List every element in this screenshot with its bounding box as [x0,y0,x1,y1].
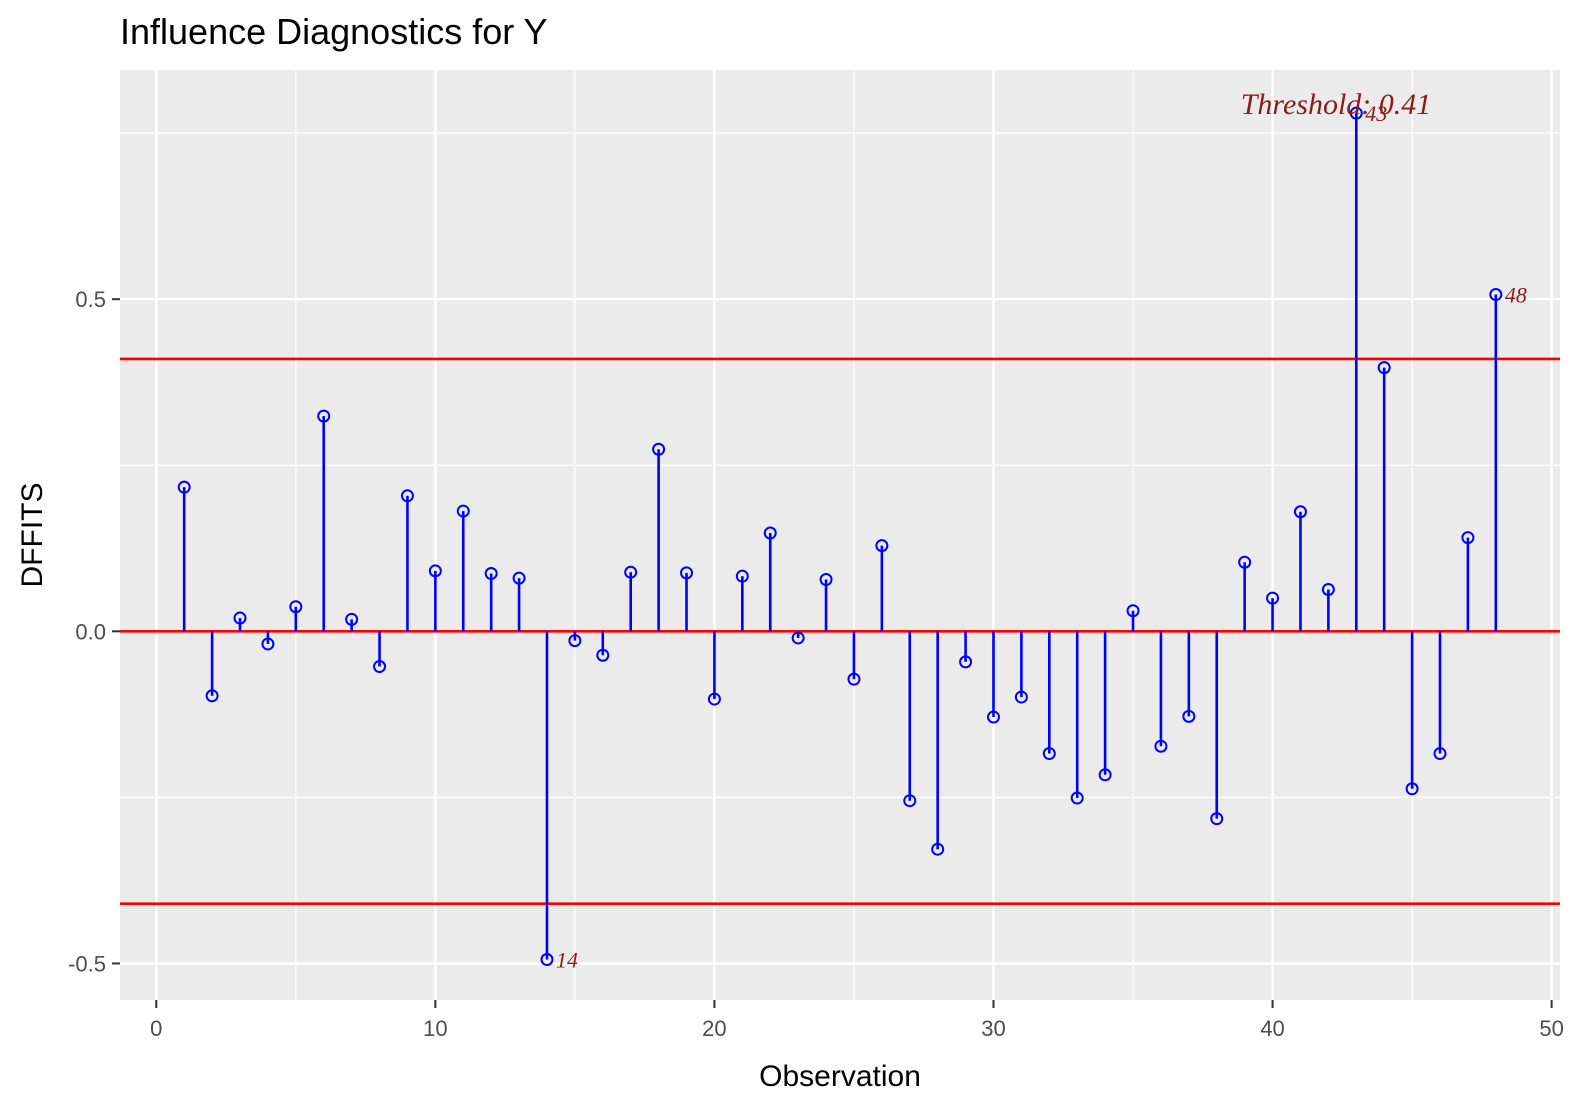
data-point [763,526,777,540]
data-point [1126,604,1140,618]
major-gridlines [120,70,1560,1000]
x-axis: 0 10 20 30 40 50 [150,1000,1564,1041]
data-point [484,567,498,581]
data-point [680,566,694,580]
data-point [1098,768,1112,782]
data-point [1349,106,1363,120]
data-point [205,689,219,703]
point-label: 14 [556,947,578,972]
data-point [1210,812,1224,826]
data-point [1489,288,1503,302]
data-point [931,842,945,856]
data-point [959,655,973,669]
point-labels: 14 43 48 [556,101,1527,972]
y-tick-label: -0.5 [68,951,106,976]
data-point [986,710,1000,724]
chart-title: Influence Diagnostics for Y [120,11,548,52]
data-point [735,569,749,583]
data-point [875,539,889,553]
y-axis-title: DFFITS [16,483,49,588]
data-point [1293,505,1307,519]
x-tick-label: 40 [1260,1016,1284,1041]
data-point [1154,739,1168,753]
y-tick-label: 0.5 [75,287,106,312]
x-axis-title: Observation [759,1060,921,1093]
point-label: 48 [1505,283,1527,308]
data-point [1070,791,1084,805]
data-point [847,672,861,686]
data-point [261,637,275,651]
data-point [400,489,414,503]
stems [182,113,1498,960]
data-point [289,600,303,614]
data-point [1321,582,1335,596]
data-point [707,692,721,706]
points [177,106,1503,966]
data-point [233,611,247,625]
data-point [317,409,331,423]
data-point [652,442,666,456]
plot-panel [120,70,1560,1000]
data-point [1405,782,1419,796]
x-tick-label: 10 [423,1016,447,1041]
y-axis: -0.5 0.0 0.5 [68,287,120,976]
data-point [1238,555,1252,569]
data-point [1042,747,1056,761]
data-point [624,565,638,579]
data-point [456,504,470,518]
x-tick-label: 0 [150,1016,162,1041]
data-point [1266,591,1280,605]
data-point [540,952,554,966]
data-point [1377,361,1391,375]
data-point [345,612,359,626]
reference-lines [120,357,1560,905]
y-tick-label: 0.0 [75,619,106,644]
minor-gridlines [120,70,1560,1000]
data-point [819,573,833,587]
data-point [512,571,526,585]
data-point [1014,690,1028,704]
data-point [177,480,191,494]
data-point [568,634,582,648]
data-point [1182,709,1196,723]
data-point [596,648,610,662]
data-point [1433,747,1447,761]
data-point [1461,531,1475,545]
threshold-label: Threshold: 0.41 [1241,88,1432,121]
x-tick-label: 20 [702,1016,726,1041]
data-point [428,564,442,578]
data-point [903,794,917,808]
point-label: 43 [1365,101,1387,126]
x-tick-label: 50 [1539,1016,1563,1041]
x-tick-label: 30 [981,1016,1005,1041]
data-point [373,660,387,674]
data-point [791,631,805,645]
